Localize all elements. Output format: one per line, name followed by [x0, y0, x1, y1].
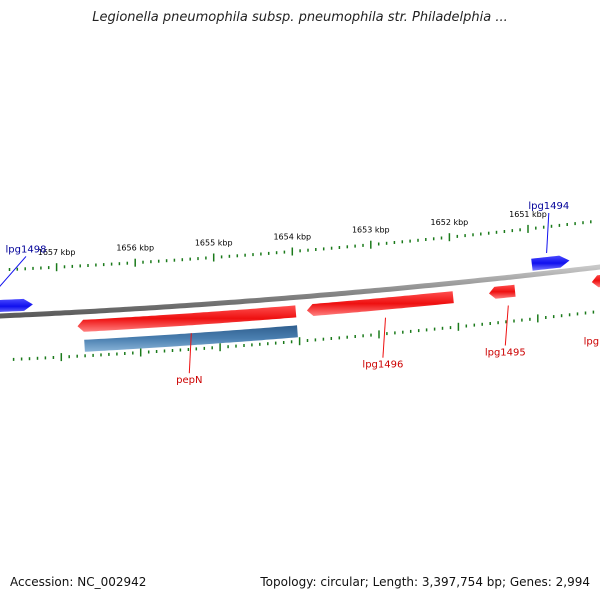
gene-lpg1493[interactable]: [591, 274, 600, 288]
accession-text: Accession: NC_002942: [10, 575, 147, 589]
topology-text: Topology: circular; Length: 3,397,754 bp…: [260, 575, 590, 589]
gene-label-lpg1494[interactable]: lpg1494: [528, 201, 569, 212]
gene-label-connector: [188, 333, 192, 374]
gene-label-pepN[interactable]: pepN: [176, 375, 202, 386]
genome-backbone: [0, 264, 600, 319]
scale-tick-label: 1656 kbp: [116, 244, 154, 253]
gene-label-connector: [546, 212, 550, 254]
gene-labels-layer: lpg1498 lpg1494 pepN lpg1496 lpg1495 lpg1493: [0, 201, 600, 386]
gene-lpg1496[interactable]: [306, 291, 454, 316]
gene-label-lpg1498[interactable]: lpg1498: [6, 244, 47, 255]
scale-tick-label: 1655 kbp: [195, 239, 233, 248]
scale-tick-label: 1651 kbp: [509, 210, 547, 219]
gene-label-lpg1493[interactable]: lpg1493: [584, 336, 600, 347]
scale-tick-label: 1653 kbp: [352, 226, 390, 235]
scale-tick-label: 1654 kbp: [273, 233, 311, 242]
gene-label-lpg1496[interactable]: lpg1496: [362, 360, 403, 371]
gene-lpg1494[interactable]: [531, 255, 570, 271]
gene-lpg1495[interactable]: [489, 284, 516, 299]
gene-lpg1498[interactable]: [0, 298, 33, 314]
gene-pepN[interactable]: [77, 305, 297, 332]
scale-tick-label: 1652 kbp: [431, 218, 469, 227]
gene-label-connector: [0, 256, 27, 287]
scale-ticks-layer: 1651 kbp 1652 kbp 1653 kbp 1654 kbp 1655 kbp…: [8, 210, 595, 362]
gene-label-connector: [382, 317, 386, 358]
gene-label-lpg1495[interactable]: lpg1495: [485, 348, 526, 359]
genome-backbone-layer: [0, 264, 600, 319]
gene-label-connector: [504, 305, 509, 346]
map-title: Legionella pneumophila subsp. pneumophil…: [92, 10, 508, 25]
scale-tick-label: 1657 kbp: [38, 248, 76, 257]
